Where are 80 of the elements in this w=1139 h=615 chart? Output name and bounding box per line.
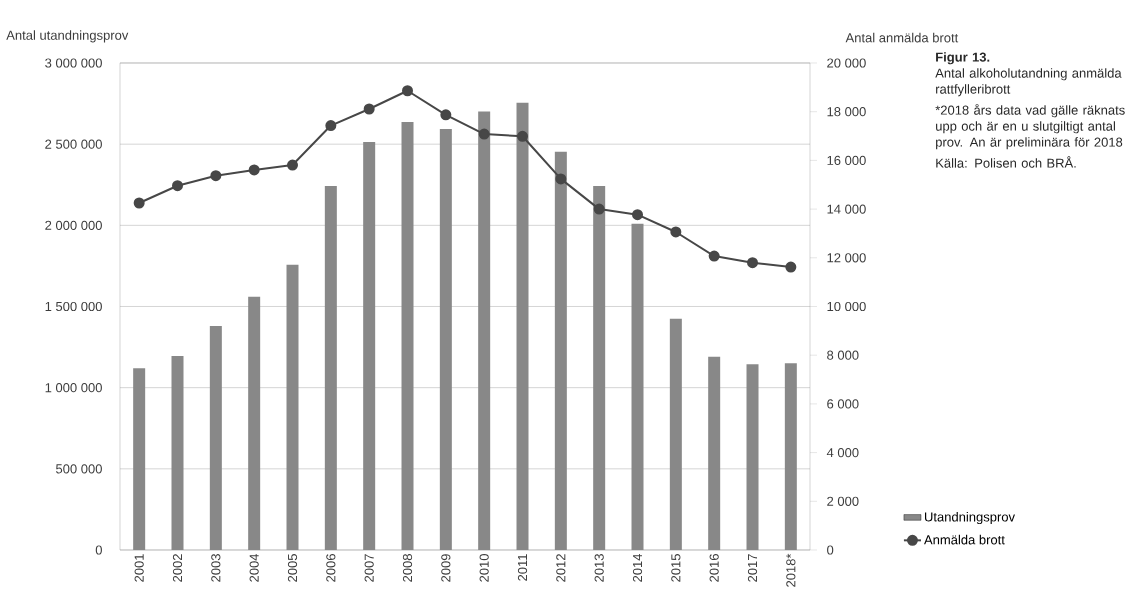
x-tick-label: 2015 bbox=[671, 554, 681, 582]
point bbox=[402, 85, 414, 97]
y-tick-label: 500 000 bbox=[55, 464, 102, 474]
y2-tick-label: 20 000 bbox=[827, 58, 866, 68]
point bbox=[517, 130, 529, 142]
y2-tick-label: 10 000 bbox=[827, 301, 866, 312]
bar bbox=[209, 325, 222, 550]
point bbox=[747, 257, 759, 269]
point bbox=[133, 197, 145, 209]
bar bbox=[516, 102, 529, 550]
y2-tick-label: 8 000 bbox=[827, 350, 859, 360]
x-tick-label: 2007 bbox=[364, 554, 374, 582]
bar bbox=[401, 121, 414, 550]
bar bbox=[286, 264, 299, 550]
bar bbox=[171, 356, 184, 550]
y2-tick-label: 14 000 bbox=[827, 204, 866, 214]
point bbox=[593, 203, 605, 215]
legend-label: Utandningsprov bbox=[924, 511, 1015, 525]
x-tick-label: 2005 bbox=[287, 554, 298, 582]
y-axis-title: Antal utandningsprov bbox=[6, 30, 129, 43]
y-tick-label: 1 000 000 bbox=[45, 383, 102, 393]
point bbox=[478, 128, 490, 140]
point bbox=[325, 120, 337, 132]
x-tick-label: 2013 bbox=[594, 554, 604, 582]
point bbox=[210, 170, 222, 182]
point bbox=[363, 103, 375, 115]
x-tick-label: 2010 bbox=[479, 554, 489, 582]
x-tick-label: 2017 bbox=[747, 554, 758, 582]
x-tick-label: 2002 bbox=[172, 554, 183, 582]
y-tick-label: 2 000 000 bbox=[45, 220, 102, 230]
text: *2018 års data vad gälle räknats upp och är en u slutgiltigt antal prov. An är preliminära för 2018 bbox=[935, 104, 1125, 150]
bar bbox=[669, 318, 682, 550]
bar bbox=[478, 111, 491, 550]
y-tick-label: 3 000 000 bbox=[45, 58, 102, 68]
point bbox=[555, 173, 567, 185]
x-tick-label: 2009 bbox=[441, 554, 451, 582]
bar bbox=[746, 364, 759, 550]
point bbox=[287, 159, 299, 171]
bar bbox=[248, 296, 261, 550]
x-tick-label: 2004 bbox=[249, 553, 259, 582]
x-tick-label: 2018* bbox=[786, 553, 796, 587]
y2-tick-label: 0 bbox=[827, 545, 834, 555]
point bbox=[708, 250, 720, 262]
y2-tick-label: 4 000 bbox=[826, 447, 859, 458]
y2-tick-label: 12 000 bbox=[827, 253, 866, 263]
bar bbox=[784, 363, 797, 550]
y2-tick-label: 18 000 bbox=[827, 107, 866, 117]
y2-tick-label: 16 000 bbox=[827, 155, 866, 165]
point bbox=[670, 226, 682, 238]
point bbox=[632, 209, 644, 221]
text: Källa: Polisen och BRÅ. bbox=[936, 156, 1076, 168]
x-tick-label: 2008 bbox=[402, 554, 413, 582]
x-tick-label: 2014 bbox=[632, 553, 643, 582]
bar bbox=[324, 185, 337, 550]
y-tick-label: 2 500 000 bbox=[45, 139, 102, 149]
x-tick-label: 2016 bbox=[709, 554, 719, 582]
point bbox=[172, 180, 183, 192]
point bbox=[248, 164, 260, 176]
y-tick-label: 1 500 000 bbox=[45, 301, 102, 312]
y2-tick-label: 2 000 bbox=[827, 496, 859, 506]
x-tick-label: 2003 bbox=[211, 554, 221, 582]
bar bbox=[708, 356, 721, 550]
bar bbox=[133, 368, 146, 550]
text: Antal alkoholutandning anmälda rattfylleribrott bbox=[935, 68, 1122, 97]
x-tick-label: 2011 bbox=[517, 554, 528, 581]
bar bbox=[631, 223, 644, 550]
bar bbox=[593, 185, 606, 550]
bar bbox=[554, 151, 567, 550]
point bbox=[785, 261, 797, 273]
bar bbox=[363, 141, 376, 550]
y-tick-label: 0 bbox=[95, 545, 102, 555]
x-tick-label: 2012 bbox=[556, 554, 566, 582]
y2-axis-title: Antal anmälda brott bbox=[845, 32, 959, 43]
legend-label: Anmälda brott bbox=[924, 534, 1005, 545]
x-tick-label: 2001 bbox=[134, 554, 144, 582]
y2-tick-label: 6 000 bbox=[827, 399, 859, 409]
bar bbox=[439, 128, 452, 550]
text: Figur 13. bbox=[936, 52, 990, 65]
x-tick-label: 2006 bbox=[326, 554, 336, 582]
point bbox=[440, 109, 452, 121]
